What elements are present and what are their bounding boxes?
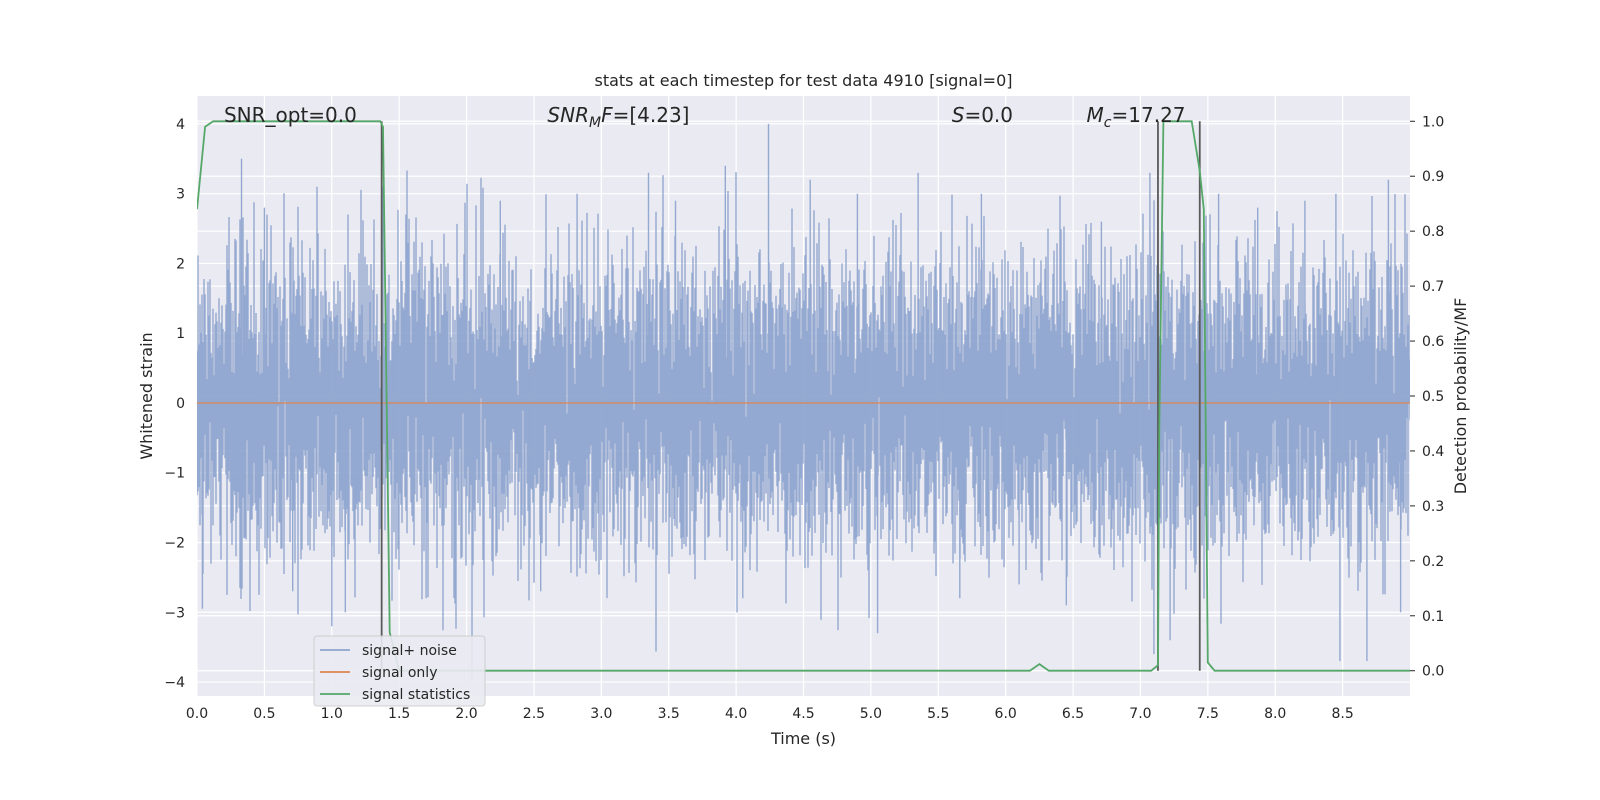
- legend-entry: signal only: [362, 665, 437, 681]
- annotation: S=0.0: [952, 103, 1013, 127]
- x-tick-label: 2.0: [455, 706, 477, 722]
- x-tick-label: 4.5: [792, 706, 814, 722]
- x-tick-label: 4.0: [725, 706, 747, 722]
- x-tick-label: 1.5: [388, 706, 410, 722]
- x-tick-label: 6.5: [1062, 706, 1084, 722]
- y2-tick-label: 0.5: [1422, 389, 1444, 405]
- series-signal-noise: [197, 123, 1410, 679]
- y2-tick-label: 0.8: [1422, 224, 1444, 240]
- y2-tick-label: 0.0: [1422, 664, 1444, 680]
- x-tick-label: 6.0: [995, 706, 1017, 722]
- legend-entry: signal+ noise: [362, 643, 457, 659]
- y-tick-label: 0: [176, 396, 185, 412]
- y-tick-label: 1: [176, 326, 185, 342]
- y-tick-label: −1: [164, 466, 185, 482]
- annotation: Mc=17.27: [1087, 103, 1186, 131]
- y2-tick-label: 0.6: [1422, 334, 1444, 350]
- y-tick-label: −3: [164, 605, 185, 621]
- x-tick-label: 0.0: [186, 706, 208, 722]
- y-axis-label: Whitened strain: [137, 332, 156, 459]
- y2-tick-label: 0.1: [1422, 609, 1444, 625]
- x-tick-label: 1.0: [321, 706, 343, 722]
- x-tick-label: 5.5: [927, 706, 949, 722]
- x-tick-label: 5.0: [860, 706, 882, 722]
- x-tick-label: 2.5: [523, 706, 545, 722]
- y2-tick-label: 0.4: [1422, 444, 1444, 460]
- x-tick-label: 8.0: [1264, 706, 1286, 722]
- y2-tick-label: 1.0: [1422, 114, 1444, 130]
- legend-entry: signal statistics: [362, 687, 470, 703]
- y-tick-label: 3: [176, 187, 185, 203]
- y2-tick-label: 0.2: [1422, 554, 1444, 570]
- x-tick-label: 8.5: [1331, 706, 1353, 722]
- y2-tick-label: 0.3: [1422, 499, 1444, 515]
- x-tick-label: 7.5: [1197, 706, 1219, 722]
- x-tick-label: 3.0: [590, 706, 612, 722]
- y-tick-label: −4: [164, 675, 185, 691]
- y-tick-label: 4: [176, 117, 185, 133]
- x-tick-label: 0.5: [253, 706, 275, 722]
- x-tick-label: 3.5: [658, 706, 680, 722]
- ticks: 0.0 0.5 1.0 1.5 2.0 2.5 3.0 3.5 4.0 4.5 5.0 5.5 6.0 6…: [164, 114, 1444, 722]
- y2-tick-label: 0.9: [1422, 169, 1444, 185]
- y2-tick-label: 0.7: [1422, 279, 1444, 295]
- series-signal-statistics: [197, 120, 1410, 672]
- annotations: SNR_opt=0.0 SNRMF=[4.23] S=0.0 Mc=17.27: [224, 103, 1186, 131]
- y2-axis-label: Detection probability/MF: [1451, 298, 1470, 495]
- annotation: SNR_opt=0.0: [224, 103, 357, 127]
- x-axis-label: Time (s): [770, 729, 836, 748]
- legend-box: [313, 635, 486, 707]
- legend: signal+ noise signal only signal statistic…: [313, 635, 486, 707]
- x-tick-label: 7.0: [1129, 706, 1151, 722]
- y-tick-label: 2: [176, 256, 185, 272]
- chart-title: stats at each timestep for test data 491…: [594, 71, 1012, 90]
- annotation: SNRMF=[4.23]: [547, 103, 689, 131]
- y-tick-label: −2: [164, 536, 185, 552]
- series-layer: [197, 120, 1410, 679]
